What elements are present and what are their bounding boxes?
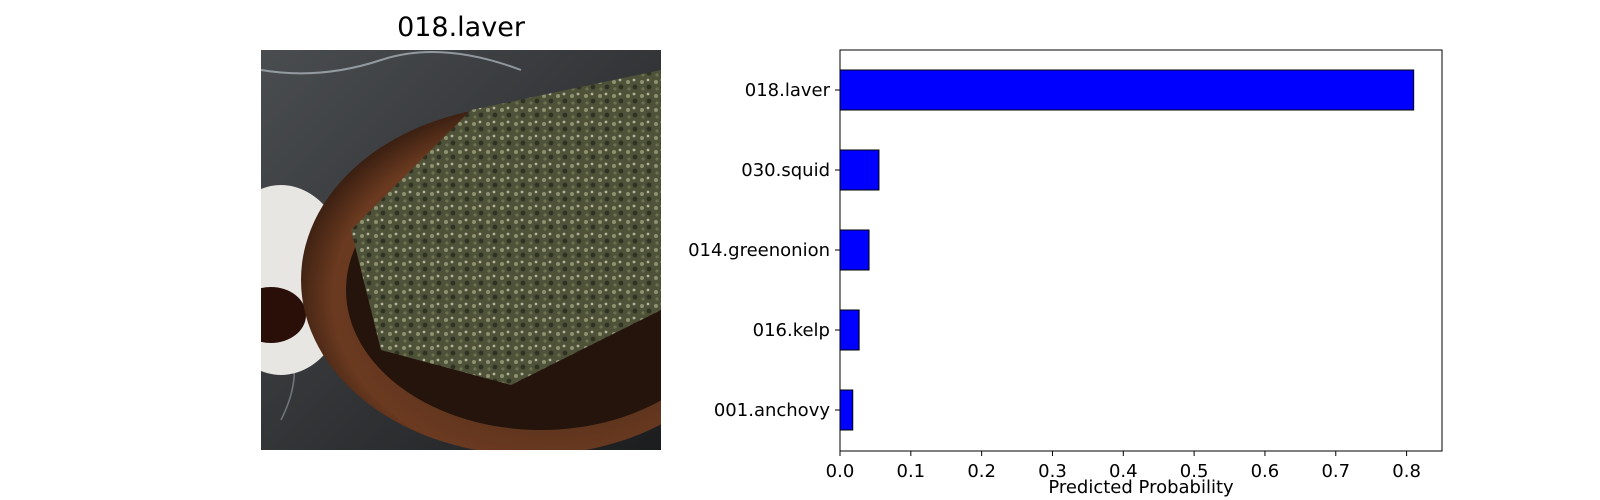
x-tick-label: 0.3 (1038, 461, 1067, 482)
bar-018-laver (839, 69, 1415, 111)
x-tick-label: 0.5 (1180, 461, 1209, 482)
x-tick-label: 0.6 (1251, 461, 1280, 482)
x-tick-label: 0.8 (1392, 461, 1421, 482)
bar-014-greenonion (839, 229, 870, 271)
bar-001-anchovy (839, 389, 854, 431)
x-axis-label: Predicted Probability (1048, 477, 1234, 498)
y-tick-label: 016.kelp (753, 320, 830, 341)
plot-area (839, 49, 1443, 452)
laver-photo-drawing (261, 50, 661, 450)
x-tick-label: 0.1 (897, 461, 926, 482)
y-tick-label: 018.laver (745, 80, 831, 101)
bar-016-kelp (839, 309, 860, 351)
x-tick-label: 0.4 (1109, 461, 1138, 482)
x-tick-label: 0.2 (967, 461, 996, 482)
y-tick-label: 030.squid (741, 160, 830, 181)
x-tick-label: 0.7 (1321, 461, 1350, 482)
laver-photo (261, 50, 661, 450)
x-tick-label: 0.0 (826, 461, 855, 482)
y-tick-label: 014.greenonion (688, 240, 830, 261)
image-title: 018.laver (397, 12, 525, 43)
y-tick-label: 001.anchovy (714, 400, 830, 421)
bar-030-squid (839, 149, 880, 191)
